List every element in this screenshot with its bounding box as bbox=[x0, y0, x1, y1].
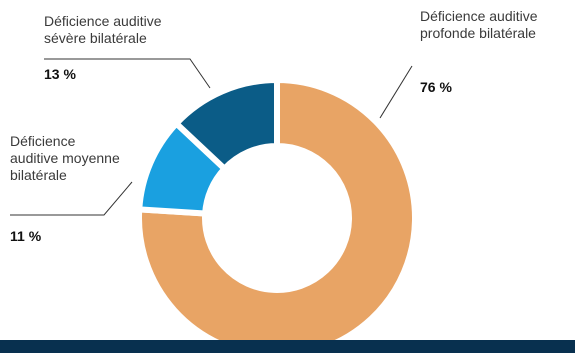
value-label-profonde: 76 % bbox=[420, 79, 452, 95]
label-moyenne: Déficience auditive moyenne bilatérale bbox=[10, 133, 120, 183]
label-severe: Déficience auditive sévère bilatérale bbox=[44, 13, 162, 46]
slices-group bbox=[136, 77, 418, 358]
footer-bar bbox=[0, 340, 575, 353]
value-label-severe: 13 % bbox=[44, 66, 76, 82]
leader-lines bbox=[10, 58, 413, 216]
slice-profonde bbox=[136, 77, 418, 358]
label-profonde: Déficience auditive profonde bilatérale bbox=[420, 8, 538, 41]
value-label-moyenne: 11 % bbox=[10, 228, 42, 244]
leader-line-moyenne bbox=[10, 181, 133, 216]
leader-line-profonde bbox=[379, 65, 413, 119]
leader-line-severe bbox=[44, 58, 211, 89]
slice-severe bbox=[173, 77, 280, 172]
